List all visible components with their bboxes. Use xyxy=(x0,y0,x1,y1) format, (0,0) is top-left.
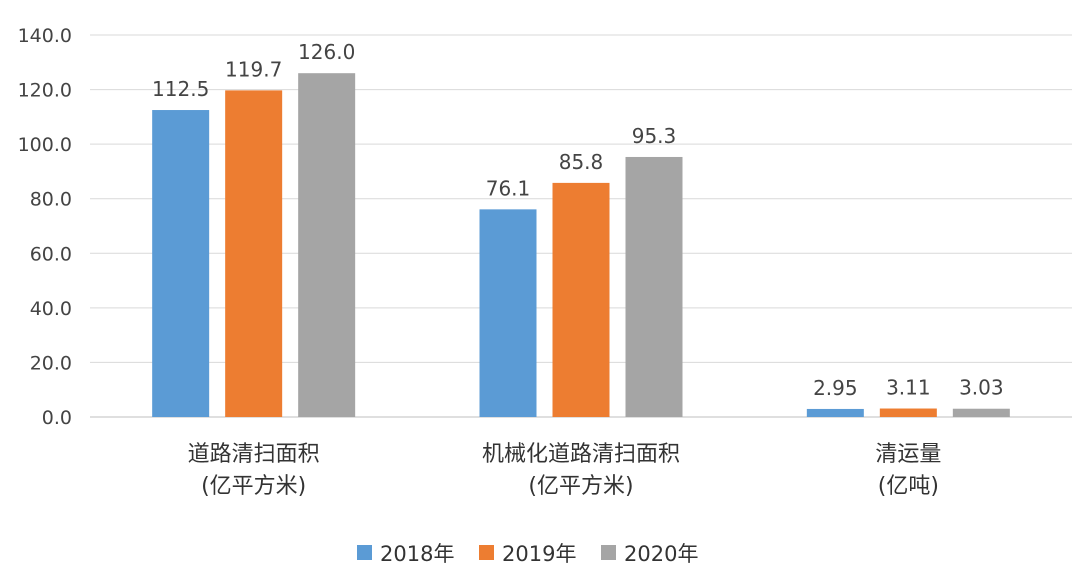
legend-label: 2018年 xyxy=(380,542,454,566)
legend-label: 2019年 xyxy=(502,542,576,566)
category-label: (亿平方米) xyxy=(201,474,306,499)
data-label: 126.0 xyxy=(298,40,355,64)
y-tick-label: 60.0 xyxy=(30,243,72,265)
category-label: 机械化道路清扫面积 xyxy=(482,442,680,467)
bar xyxy=(625,156,683,417)
bar xyxy=(152,110,210,418)
bar xyxy=(879,408,937,417)
data-label: 2.95 xyxy=(813,376,858,400)
bars xyxy=(152,73,1010,418)
y-tick-label: 120.0 xyxy=(18,80,72,102)
data-label: 3.11 xyxy=(886,376,931,400)
data-label: 95.3 xyxy=(632,124,677,148)
legend-swatch xyxy=(479,545,494,560)
category-label: 清运量 xyxy=(875,442,941,467)
data-label: 3.03 xyxy=(959,376,1004,400)
data-label: 112.5 xyxy=(152,77,209,101)
data-labels: 112.5 119.7 126.0 76.1 85.8 95.3 2.95 3.11 3.03 xyxy=(152,40,1004,400)
data-label: 76.1 xyxy=(486,176,531,200)
data-label: 119.7 xyxy=(225,57,282,81)
legend-swatch xyxy=(601,545,616,560)
bar xyxy=(552,182,610,417)
y-tick-label: 0.0 xyxy=(42,407,72,429)
bar xyxy=(479,209,537,417)
category-labels: 道路清扫面积 (亿平方米) 机械化道路清扫面积 (亿平方米) 清运量 (亿吨) xyxy=(188,442,942,499)
category-label: 道路清扫面积 xyxy=(188,442,320,467)
legend-label: 2020年 xyxy=(624,542,698,566)
bar xyxy=(806,408,864,417)
y-tick-label: 20.0 xyxy=(30,352,72,374)
category-label: (亿平方米) xyxy=(528,474,633,499)
bar xyxy=(952,408,1010,417)
legend-swatch xyxy=(357,545,372,560)
y-tick-label: 100.0 xyxy=(18,134,72,156)
bar xyxy=(225,90,283,417)
y-tick-label: 140.0 xyxy=(18,25,72,47)
y-axis-tick-labels: 0.0 20.0 40.0 60.0 80.0 100.0 120.0 140.0 xyxy=(18,25,72,429)
data-label: 85.8 xyxy=(559,150,604,174)
bar xyxy=(298,73,356,417)
legend: 2018年 2019年 2020年 xyxy=(357,542,698,566)
category-label: (亿吨) xyxy=(878,474,939,499)
y-tick-label: 80.0 xyxy=(30,189,72,211)
y-tick-label: 40.0 xyxy=(30,298,72,320)
